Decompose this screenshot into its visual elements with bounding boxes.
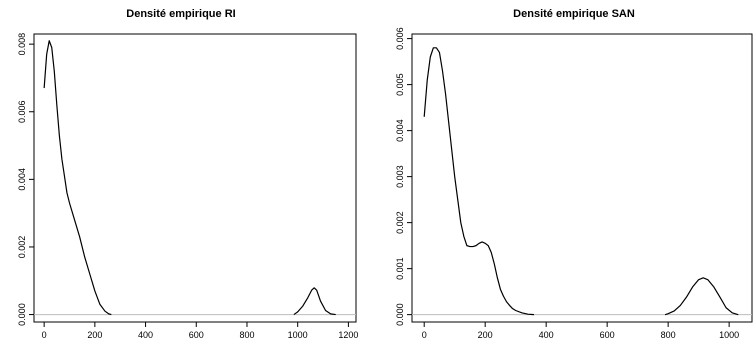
- chart-panel-san: Densité empirique SAN 0 200 400 600 800 1000 0.…: [378, 0, 756, 351]
- density-chart-ri: Densité empirique RI 0 200 400 600 800 1000 120…: [17, 8, 358, 340]
- density-curve-segment-1: [293, 287, 336, 316]
- x-tick-label: 0: [422, 330, 427, 340]
- y-tick-label: 0.004: [395, 119, 405, 142]
- y-tick-label: 0.004: [17, 168, 27, 191]
- y-tick-label: 0.008: [17, 33, 27, 56]
- x-tick-label: 1000: [288, 330, 308, 340]
- y-tick-label: 0.002: [17, 236, 27, 259]
- density-curve-segment-1: [664, 277, 739, 316]
- x-tick-label: 1200: [338, 330, 358, 340]
- y-tick-label: 0.000: [17, 303, 27, 326]
- density-chart-san: Densité empirique SAN 0 200 400 600 800 1000 0.…: [395, 8, 753, 340]
- x-tick-label: 0: [42, 330, 47, 340]
- x-tick-label: 1000: [719, 330, 739, 340]
- x-tick-label: 200: [87, 330, 102, 340]
- y-tick-label: 0.005: [395, 73, 405, 96]
- chart-title: Densité empirique RI: [126, 8, 235, 20]
- chart-panel-ri: Densité empirique RI 0 200 400 600 800 1000 120…: [17, 8, 358, 340]
- density-curve-segment-0: [43, 40, 112, 316]
- plot-frame: [411, 33, 753, 323]
- x-tick-label: 600: [189, 330, 204, 340]
- x-tick-label: 400: [539, 330, 554, 340]
- x-tick-label: 200: [478, 330, 493, 340]
- x-tick-label: 600: [600, 330, 615, 340]
- x-tick-label: 800: [239, 330, 254, 340]
- y-tick-label: 0.003: [395, 165, 405, 188]
- chart-title: Densité empirique SAN: [513, 8, 635, 20]
- y-tick-label: 0.006: [395, 27, 405, 50]
- y-tick-label: 0.002: [395, 211, 405, 234]
- plot-frame: [33, 33, 357, 323]
- x-tick-label: 800: [661, 330, 676, 340]
- density-curve-segment-0: [423, 47, 535, 316]
- y-tick-label: 0.006: [17, 100, 27, 123]
- x-tick-label: 400: [138, 330, 153, 340]
- y-tick-label: 0.001: [395, 257, 405, 280]
- y-tick-label: 0.000: [395, 303, 405, 326]
